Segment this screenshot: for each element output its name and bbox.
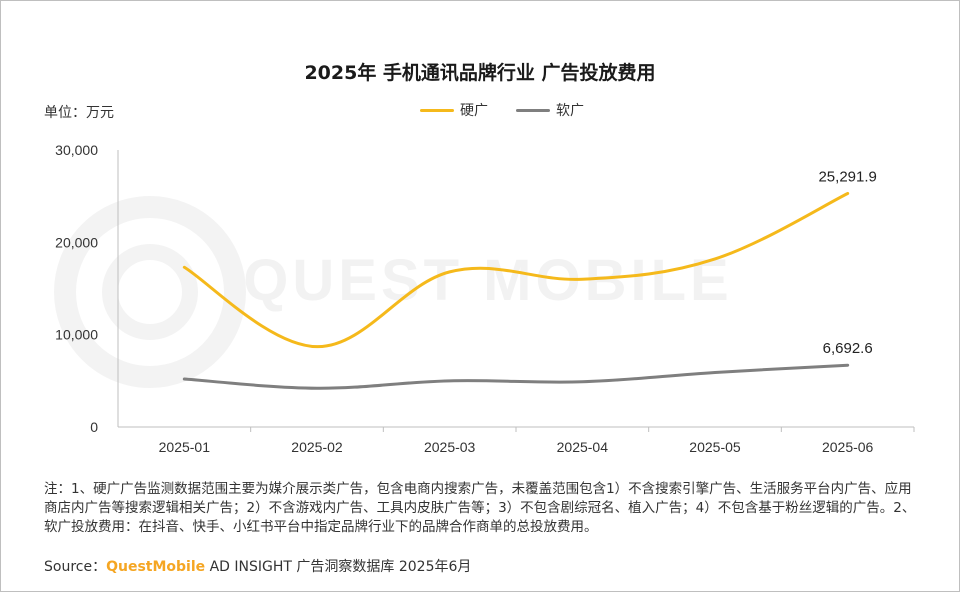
chart-title: 2025年 手机通讯品牌行业 广告投放费用 [304,62,656,84]
source-line: Source：QuestMobile AD INSIGHT 广告洞察数据库 20… [44,556,471,576]
data-label: 25,291.9 [818,168,876,185]
legend-label-hard: 硬广 [460,103,488,119]
source-prefix: Source： [44,559,107,575]
source-brand: QuestMobile [106,559,206,575]
legend-item-soft: 软广 [516,100,584,120]
x-tick-label: 2025-04 [557,439,609,455]
y-tick-label: 30,000 [55,142,98,158]
x-tick-label: 2025-03 [424,439,476,455]
legend: 硬广 软广 [420,100,584,120]
legend-label-soft: 软广 [556,103,584,119]
source-rest: AD INSIGHT 广告洞察数据库 2025年6月 [205,559,472,575]
watermark: QUEST MOBILE [243,248,732,313]
y-tick-label: 0 [90,419,98,435]
y-tick-label: 10,000 [55,327,98,343]
data-label: 6,692.6 [823,340,873,357]
unit-label: 单位：万元 [44,105,114,121]
legend-swatch-soft [516,108,550,112]
x-tick-label: 2025-01 [159,439,211,455]
y-tick-label: 20,000 [55,234,98,250]
watermark-logo-inner [102,244,198,340]
x-tick-label: 2025-06 [822,439,874,455]
legend-swatch-hard [420,108,454,112]
x-tick-label: 2025-05 [689,439,741,455]
watermark-logo-ring [54,196,246,388]
footnote: 注：1、硬广广告监测数据范围主要为媒介展示类广告，包含电商内搜索广告，未覆盖范围… [44,481,916,535]
series-line-soft [182,363,850,390]
legend-item-hard: 硬广 [420,100,488,120]
x-tick-label: 2025-02 [291,439,343,455]
series-line-hard [182,191,850,349]
